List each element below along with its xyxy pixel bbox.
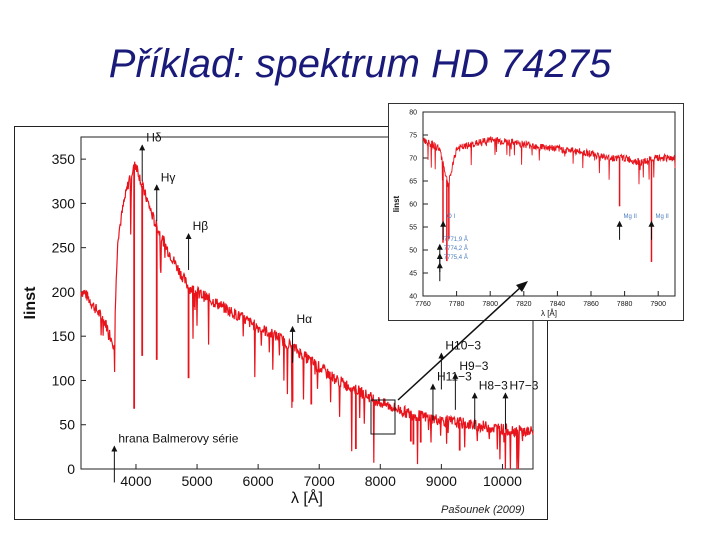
annotation-arrowhead: [153, 184, 160, 191]
annotation-label: H10−3: [445, 338, 481, 352]
x-axis-label: λ [Å]: [291, 488, 323, 507]
plot-area: [422, 111, 676, 297]
x-tick-label: 7760: [415, 301, 431, 308]
annotation-arrowhead: [139, 144, 146, 151]
annotation-arrowhead: [185, 232, 192, 239]
annotation-arrowhead: [436, 253, 443, 259]
annotation-label: hrana Balmerovy série: [118, 431, 238, 445]
inset-chart-frame: 40 45 50 55 60 65 70 75 80 7760 7780 7800 7820 7840 78…: [388, 103, 684, 321]
annotation-arrowhead: [436, 262, 443, 269]
spectrum-series: [422, 136, 676, 194]
y-tick-label: 50: [59, 417, 75, 433]
y-tick-label: 150: [52, 328, 76, 344]
annotation-label: H11−3: [437, 369, 472, 383]
annotation-label: H7−3: [509, 378, 538, 392]
x-tick-label: 7860: [583, 301, 599, 308]
y-tick-label: 80: [409, 109, 417, 116]
y-tick-label: 70: [409, 155, 417, 162]
annotation-label: Hβ: [193, 219, 209, 233]
x-tick-label: 7800: [482, 301, 498, 308]
annotation-label: 7774,2 Å: [444, 245, 468, 252]
x-tick-label: 7900: [650, 301, 666, 308]
annotation-arrowhead: [471, 392, 478, 399]
annotation-arrowhead: [429, 383, 436, 390]
annotation-arrowhead: [438, 352, 445, 359]
y-axis-label: Iinst: [392, 195, 401, 212]
annotation-label: O I: [447, 214, 455, 220]
annotation-label: Hα: [297, 312, 313, 326]
y-tick-label: 75: [409, 132, 417, 139]
annotation-label: Hδ: [146, 130, 162, 144]
x-tick-label: 7820: [516, 301, 532, 308]
image-credit: Pašounek (2009): [441, 504, 525, 516]
y-tick-label: 65: [409, 178, 417, 185]
y-tick-label: 40: [409, 293, 417, 300]
inset-spectrum-chart: 40 45 50 55 60 65 70 75 80 7760 7780 7800 7820 7840 78…: [392, 109, 676, 318]
y-tick-label: 300: [52, 195, 76, 211]
x-tick-label: 10000: [483, 473, 522, 489]
y-tick-label: 55: [409, 224, 417, 231]
y-tick-label: 200: [52, 284, 76, 300]
annotation-arrowhead: [436, 243, 443, 250]
annotation-arrowhead: [289, 325, 296, 332]
annotation-arrowhead: [648, 220, 655, 227]
x-axis-label: λ [Å]: [541, 309, 557, 318]
x-tick-label: 7780: [449, 301, 465, 308]
y-tick-label: 250: [52, 240, 76, 256]
x-tick-label: 8000: [365, 473, 396, 489]
y-tick-label: 100: [52, 372, 76, 388]
x-tick-label: 9000: [426, 473, 457, 489]
y-tick-label: 60: [409, 201, 417, 208]
y-tick-label: 0: [67, 461, 75, 477]
y-tick-label: 50: [409, 247, 417, 254]
annotation-arrowhead: [616, 220, 623, 227]
x-tick-label: 5000: [181, 473, 212, 489]
y-tick-label: 350: [52, 151, 76, 167]
x-tick-label: 7840: [550, 301, 566, 308]
annotation-arrowhead: [502, 392, 509, 399]
annotation-label: 7775,4 Å: [444, 254, 468, 261]
annotation-arrowhead: [440, 220, 447, 227]
y-tick-label: 45: [409, 270, 417, 277]
annotation-label: Hγ: [161, 170, 176, 184]
annotation-label: Mg II: [624, 214, 638, 220]
x-tick-label: 7880: [617, 301, 633, 308]
annotation-label: H8−3: [479, 378, 508, 392]
x-tick-label: 6000: [243, 473, 274, 489]
slide-title: Příklad: spektrum HD 74275: [108, 42, 612, 86]
annotation-label: Mg II: [655, 214, 669, 220]
annotation-label: 7771,9 Å: [444, 236, 468, 243]
x-tick-label: 4000: [120, 473, 151, 489]
y-axis-label: Iinst: [22, 286, 39, 320]
x-tick-label: 7000: [304, 473, 335, 489]
annotation-arrowhead: [111, 445, 118, 452]
